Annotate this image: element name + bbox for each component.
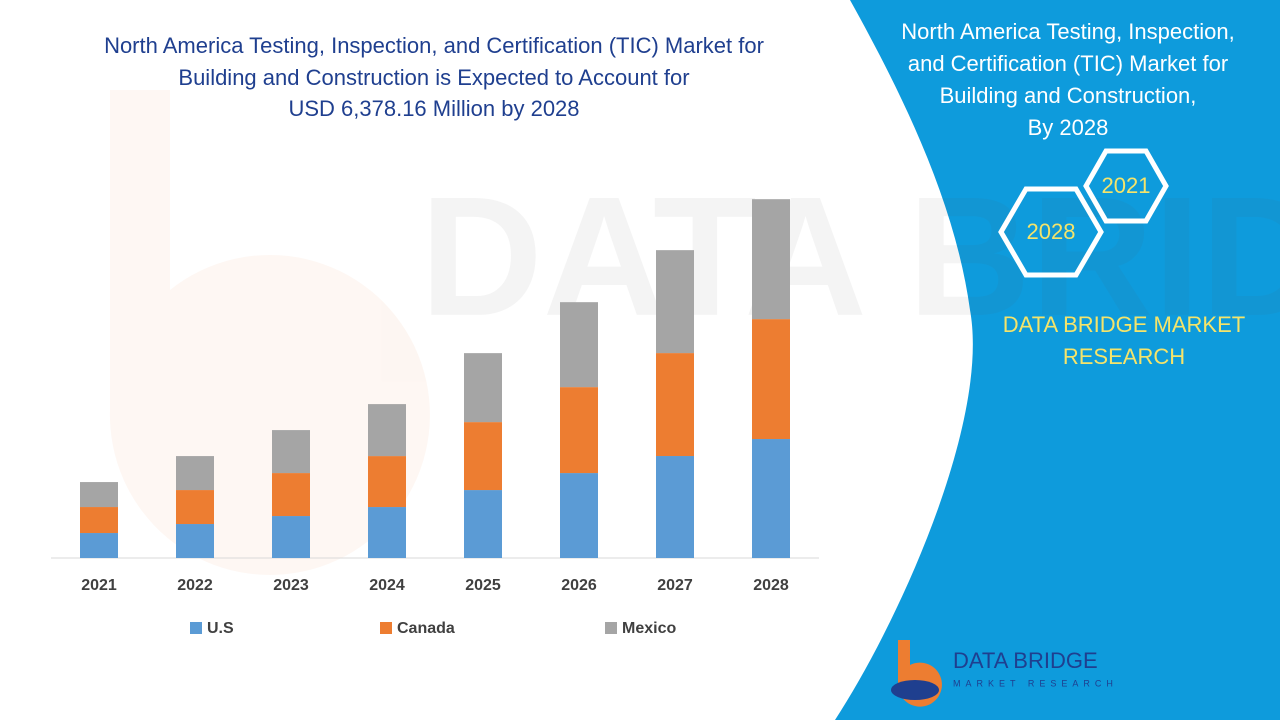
bar-segment bbox=[464, 422, 502, 491]
x-tick-label: 2026 bbox=[561, 577, 597, 594]
logo-icon bbox=[891, 680, 939, 700]
chart-title-line: North America Testing, Inspection, and C… bbox=[104, 33, 764, 58]
bar-segment bbox=[464, 353, 502, 423]
panel-title-line: By 2028 bbox=[1028, 115, 1109, 140]
x-tick-label: 2021 bbox=[81, 577, 117, 594]
hex-label: 2028 bbox=[1027, 219, 1076, 244]
bar-segment bbox=[272, 516, 310, 558]
bar-segment bbox=[80, 533, 118, 558]
chart-title-line: Building and Construction is Expected to… bbox=[178, 65, 689, 90]
bar-segment bbox=[656, 456, 694, 558]
logo: DATA BRIDGE MARKET RESEARCH bbox=[891, 640, 1118, 707]
panel-title-line: North America Testing, Inspection, bbox=[901, 19, 1234, 44]
hex-label: 2021 bbox=[1102, 173, 1151, 198]
bar-segment bbox=[272, 430, 310, 474]
x-tick-label: 2025 bbox=[465, 577, 501, 594]
x-tick-label: 2022 bbox=[177, 577, 213, 594]
brand-text: RESEARCH bbox=[1063, 344, 1185, 369]
bar-segment bbox=[176, 490, 214, 525]
panel-title: North America Testing, Inspection, and C… bbox=[901, 19, 1234, 140]
panel-title-line: and Certification (TIC) Market for bbox=[908, 51, 1228, 76]
bar-segment bbox=[368, 456, 406, 508]
bar-segment bbox=[560, 387, 598, 474]
bar-segment bbox=[752, 439, 790, 558]
x-tick-label: 2023 bbox=[273, 577, 309, 594]
x-tick-label: 2024 bbox=[369, 577, 405, 594]
bar-segment bbox=[80, 482, 118, 508]
bar-segment bbox=[656, 250, 694, 354]
panel-title-line: Building and Construction, bbox=[940, 83, 1197, 108]
bar-segment bbox=[464, 490, 502, 558]
bar-segment bbox=[368, 507, 406, 558]
legend-label: U.S bbox=[207, 620, 234, 637]
brand-text: DATA BRIDGE MARKET bbox=[1003, 312, 1245, 337]
bar-segment bbox=[272, 473, 310, 517]
bar-segment bbox=[656, 353, 694, 457]
bar-segment bbox=[176, 456, 214, 491]
hexagon bbox=[1083, 148, 1169, 224]
chart-title-line: USD 6,378.16 Million by 2028 bbox=[288, 96, 579, 121]
hexagon bbox=[998, 186, 1104, 278]
legend-label: Canada bbox=[397, 620, 455, 637]
bar-segment bbox=[752, 199, 790, 320]
bar-segment bbox=[560, 473, 598, 558]
x-tick-label: 2027 bbox=[657, 577, 693, 594]
legend-swatch bbox=[190, 622, 202, 634]
bar-segment bbox=[368, 404, 406, 457]
bar-segment bbox=[176, 524, 214, 558]
side-panel bbox=[835, 0, 1280, 720]
bar-segment bbox=[80, 507, 118, 534]
x-tick-label: 2028 bbox=[753, 577, 789, 594]
logo-name: DATA BRIDGE bbox=[953, 648, 1098, 673]
legend-swatch bbox=[605, 622, 617, 634]
bar-segment bbox=[560, 302, 598, 388]
legend-label: Mexico bbox=[622, 620, 676, 637]
bar-segment bbox=[752, 319, 790, 440]
legend-swatch bbox=[380, 622, 392, 634]
chart-title: North America Testing, Inspection, and C… bbox=[104, 33, 764, 121]
logo-tagline: MARKET RESEARCH bbox=[953, 678, 1118, 688]
